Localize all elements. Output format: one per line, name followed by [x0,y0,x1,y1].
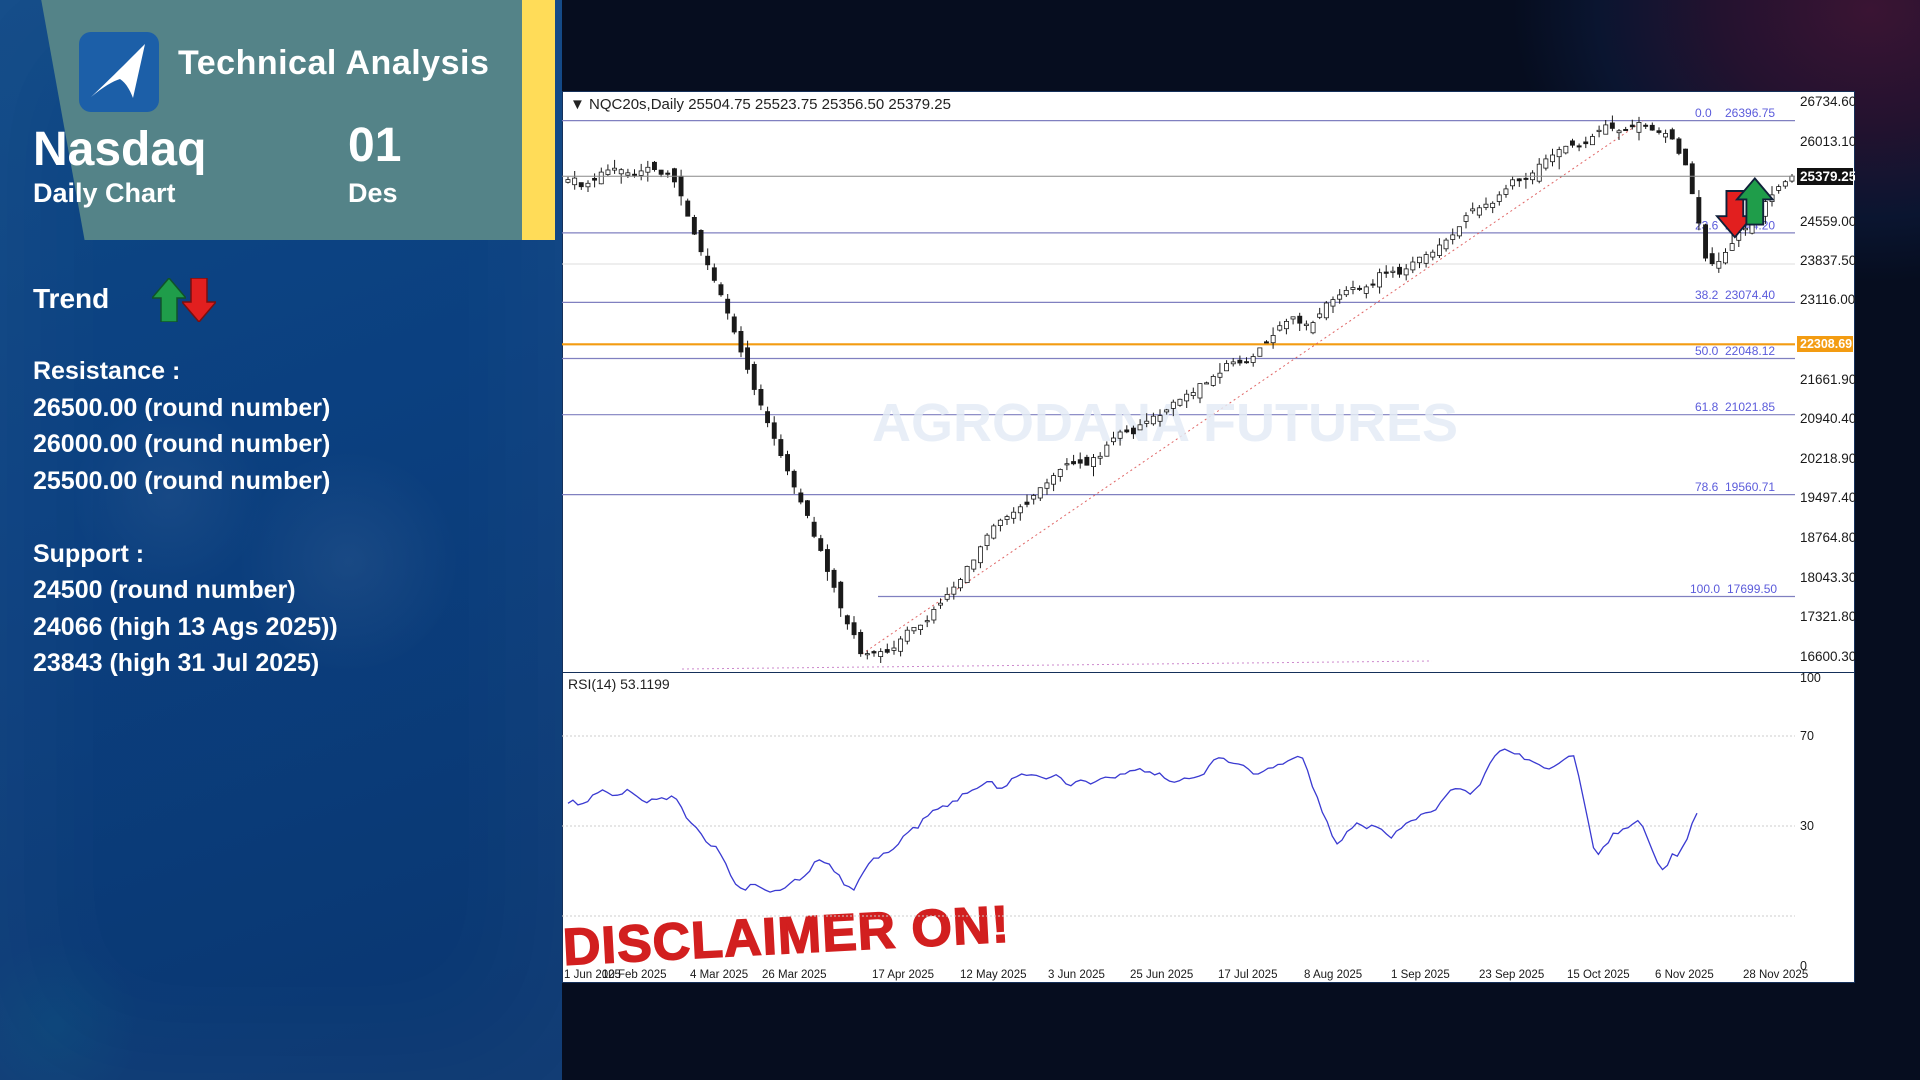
svg-text:6 Nov 2025: 6 Nov 2025 [1655,969,1714,981]
svg-text:1 Sep 2025: 1 Sep 2025 [1391,969,1450,981]
svg-text:22048.12: 22048.12 [1725,344,1775,358]
svg-text:4 Mar 2025: 4 Mar 2025 [690,969,748,981]
svg-text:20218.90: 20218.90 [1800,451,1855,466]
svg-text:22308.69: 22308.69 [1800,337,1852,351]
svg-text:100: 100 [1800,673,1821,685]
svg-text:78.6: 78.6 [1695,480,1719,494]
svg-text:25 Jun 2025: 25 Jun 2025 [1130,969,1193,981]
svg-text:28 Nov 2025: 28 Nov 2025 [1743,969,1808,981]
svg-text:17 Jul 2025: 17 Jul 2025 [1218,969,1277,981]
svg-text:26013.10: 26013.10 [1800,134,1855,149]
svg-text:0.0: 0.0 [1695,106,1712,120]
svg-text:16600.30: 16600.30 [1800,649,1855,664]
svg-text:21021.85: 21021.85 [1725,400,1775,414]
svg-text:21661.90: 21661.90 [1800,372,1855,387]
svg-text:AGRODANA FUTURES: AGRODANA FUTURES [872,393,1458,453]
svg-text:20940.40: 20940.40 [1800,411,1855,426]
svg-text:30: 30 [1800,819,1814,833]
svg-text:50.0: 50.0 [1695,344,1719,358]
svg-text:70: 70 [1800,729,1814,743]
svg-text:19560.71: 19560.71 [1725,480,1775,494]
svg-text:15 Oct 2025: 15 Oct 2025 [1567,969,1630,981]
svg-text:17 Apr 2025: 17 Apr 2025 [872,969,934,981]
svg-text:3 Jun 2025: 3 Jun 2025 [1048,969,1105,981]
svg-text:26 Mar 2025: 26 Mar 2025 [762,969,827,981]
svg-text:▼ NQC20s,Daily 25504.75 25523: ▼ NQC20s,Daily 25504.75 25523.75 25356.5… [570,96,951,113]
svg-text:26734.60: 26734.60 [1800,94,1855,109]
svg-text:61.8: 61.8 [1695,400,1719,414]
svg-text:18043.30: 18043.30 [1800,570,1855,585]
svg-text:19497.40: 19497.40 [1800,490,1855,505]
svg-text:18764.80: 18764.80 [1800,530,1855,545]
svg-text:23074.40: 23074.40 [1725,288,1775,302]
svg-text:8 Aug 2025: 8 Aug 2025 [1304,969,1362,981]
svg-text:25379.25: 25379.25 [1800,169,1855,184]
svg-text:100.0: 100.0 [1690,582,1720,596]
svg-text:17321.80: 17321.80 [1800,609,1855,624]
svg-text:12 May 2025: 12 May 2025 [960,969,1027,981]
svg-text:23837.50: 23837.50 [1800,253,1855,268]
svg-text:RSI(14) 53.1199: RSI(14) 53.1199 [568,676,670,692]
svg-text:23 Sep 2025: 23 Sep 2025 [1479,969,1544,981]
svg-text:17699.50: 17699.50 [1727,582,1777,596]
svg-text:23116.00: 23116.00 [1800,292,1855,307]
svg-text:38.2: 38.2 [1695,288,1719,302]
svg-text:10 Feb 2025: 10 Feb 2025 [602,969,667,981]
svg-text:24559.00: 24559.00 [1800,214,1855,229]
svg-text:26396.75: 26396.75 [1725,106,1775,120]
